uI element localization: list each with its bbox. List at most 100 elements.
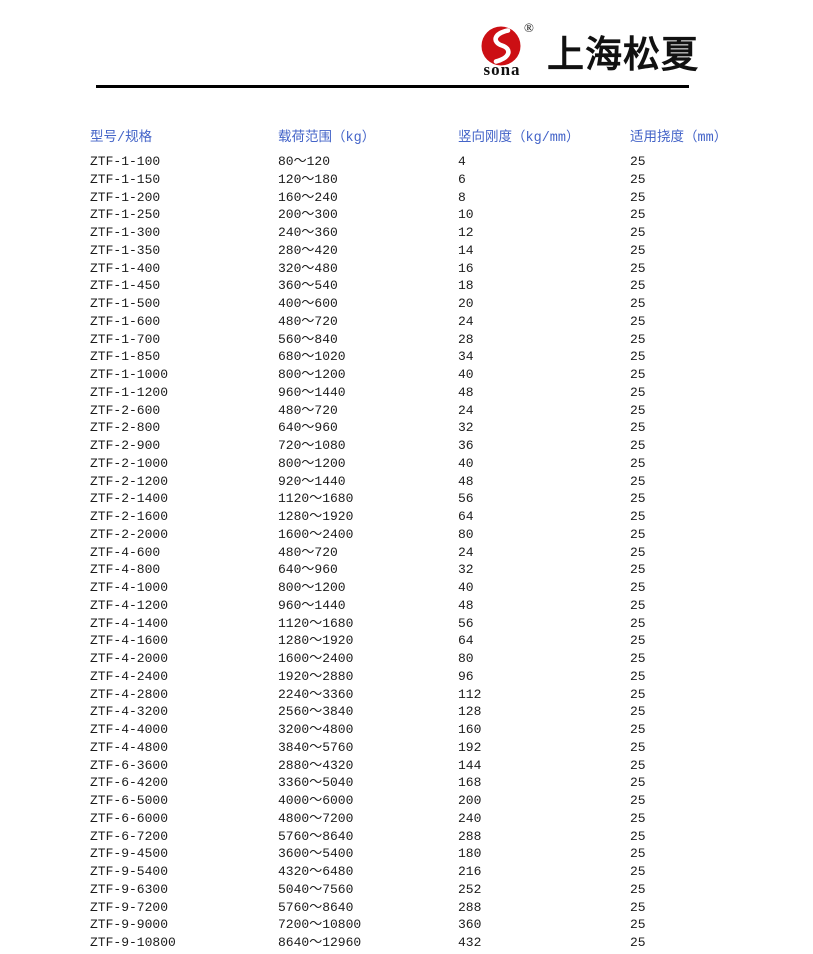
table-row: ZTF-6-7200 5760～8640 288 25 <box>90 828 745 846</box>
cell-stiffness: 288 <box>458 828 482 844</box>
table-row: ZTF-4-800 640～960 32 25 <box>90 561 745 579</box>
cell-load-range: 3360～5040 <box>278 775 354 791</box>
table-row: ZTF-2-1600 1280～1920 64 25 <box>90 508 745 526</box>
cell-load-range: 1120～1680 <box>278 615 354 631</box>
cell-load-range: 320～480 <box>278 260 338 276</box>
table-row: ZTF-4-1200 960～1440 48 25 <box>90 597 745 615</box>
cell-load-range: 480～720 <box>278 544 338 560</box>
cell-deflection: 25 <box>630 491 646 507</box>
table-row: ZTF-2-900 720～1080 36 25 <box>90 437 745 455</box>
table-row: ZTF-2-800 640～960 32 25 <box>90 419 745 437</box>
table-row: ZTF-1-400 320～480 16 25 <box>90 260 745 278</box>
table-row: ZTF-4-600 480～720 24 25 <box>90 544 745 562</box>
cell-deflection: 25 <box>630 651 646 666</box>
cell-stiffness: 14 <box>458 242 474 258</box>
cell-deflection: 25 <box>630 668 646 684</box>
table-row: ZTF-4-1000 800～1200 40 25 <box>90 579 745 597</box>
cell-deflection: 25 <box>630 242 646 258</box>
table-row: ZTF-1-200 160～240 8 25 <box>90 189 745 207</box>
cell-stiffness: 32 <box>458 562 474 578</box>
cell-model: ZTF-4-800 <box>90 562 161 578</box>
cell-stiffness: 48 <box>458 473 474 489</box>
cell-load-range: 960～1440 <box>278 384 346 400</box>
cell-load-range: 5040～7560 <box>278 881 354 897</box>
cell-deflection: 25 <box>630 828 646 844</box>
cell-deflection: 25 <box>630 154 646 169</box>
cell-model: ZTF-9-10800 <box>90 935 176 950</box>
cell-load-range: 2560～3840 <box>278 704 354 720</box>
table-row: ZTF-4-1400 1120～1680 56 25 <box>90 615 745 633</box>
cell-model: ZTF-1-300 <box>90 225 161 240</box>
table-row: ZTF-9-9000 7200～10800 360 25 <box>90 916 745 934</box>
cell-deflection: 25 <box>630 810 646 826</box>
cell-stiffness: 128 <box>458 704 482 720</box>
table-row: ZTF-1-100 80～120 4 25 <box>90 153 745 171</box>
cell-model: ZTF-4-2000 <box>90 651 169 666</box>
cell-load-range: 800～1200 <box>278 367 346 382</box>
cell-stiffness: 80 <box>458 651 474 666</box>
table-row: ZTF-2-600 480～720 24 25 <box>90 402 745 420</box>
cell-deflection: 25 <box>630 704 646 720</box>
cell-deflection: 25 <box>630 207 646 223</box>
cell-model: ZTF-1-150 <box>90 171 161 187</box>
cell-model: ZTF-1-450 <box>90 278 161 294</box>
cell-load-range: 3600～5400 <box>278 846 354 862</box>
cell-load-range: 720～1080 <box>278 438 346 453</box>
cell-load-range: 360～540 <box>278 278 338 294</box>
cell-load-range: 5760～8640 <box>278 828 354 844</box>
table-row: ZTF-1-250 200～300 10 25 <box>90 206 745 224</box>
table-row: ZTF-4-3200 2560～3840 128 25 <box>90 703 745 721</box>
table-row: ZTF-4-2400 1920～2880 96 25 <box>90 668 745 686</box>
cell-deflection: 25 <box>630 367 646 382</box>
cell-load-range: 120～180 <box>278 171 338 187</box>
table-row: ZTF-9-4500 3600～5400 180 25 <box>90 845 745 863</box>
cell-deflection: 25 <box>630 349 646 365</box>
header-divider <box>96 85 689 88</box>
cell-stiffness: 36 <box>458 438 474 453</box>
cell-stiffness: 24 <box>458 402 474 418</box>
cell-stiffness: 24 <box>458 544 474 560</box>
table-row: ZTF-4-4000 3200～4800 160 25 <box>90 721 745 739</box>
cell-load-range: 480～720 <box>278 313 338 329</box>
table-row: ZTF-1-500 400～600 20 25 <box>90 295 745 313</box>
cell-load-range: 160～240 <box>278 189 338 205</box>
cell-model: ZTF-4-4000 <box>90 722 169 737</box>
cell-deflection: 25 <box>630 438 646 453</box>
registered-trademark-icon: ® <box>524 20 534 35</box>
table-row: ZTF-1-850 680～1020 34 25 <box>90 348 745 366</box>
cell-stiffness: 432 <box>458 935 482 950</box>
cell-deflection: 25 <box>630 402 646 418</box>
cell-stiffness: 360 <box>458 917 482 933</box>
cell-deflection: 25 <box>630 189 646 205</box>
cell-model: ZTF-9-7200 <box>90 899 169 915</box>
cell-stiffness: 180 <box>458 846 482 862</box>
cell-load-range: 640～960 <box>278 420 338 436</box>
cell-deflection: 25 <box>630 384 646 400</box>
cell-model: ZTF-2-600 <box>90 402 161 418</box>
cell-load-range: 1600～2400 <box>278 651 354 666</box>
cell-load-range: 1280～1920 <box>278 509 354 524</box>
cell-load-range: 800～1200 <box>278 580 346 595</box>
cell-stiffness: 80 <box>458 526 474 542</box>
table-row: ZTF-1-300 240～360 12 25 <box>90 224 745 242</box>
cell-stiffness: 56 <box>458 615 474 631</box>
cell-stiffness: 40 <box>458 455 474 471</box>
cell-deflection: 25 <box>630 615 646 631</box>
cell-deflection: 25 <box>630 757 646 773</box>
cell-model: ZTF-4-2800 <box>90 686 169 702</box>
cell-load-range: 640～960 <box>278 562 338 578</box>
cell-deflection: 25 <box>630 455 646 471</box>
cell-deflection: 25 <box>630 562 646 578</box>
cell-deflection: 25 <box>630 509 646 524</box>
cell-stiffness: 34 <box>458 349 474 365</box>
cell-stiffness: 12 <box>458 225 474 240</box>
table-row: ZTF-4-2000 1600～2400 80 25 <box>90 650 745 668</box>
table-row: ZTF-1-600 480～720 24 25 <box>90 313 745 331</box>
cell-model: ZTF-4-1400 <box>90 615 169 631</box>
cell-model: ZTF-1-1200 <box>90 384 169 400</box>
cell-deflection: 25 <box>630 739 646 755</box>
cell-model: ZTF-1-600 <box>90 313 161 329</box>
cell-stiffness: 16 <box>458 260 474 276</box>
cell-stiffness: 144 <box>458 757 482 773</box>
cell-model: ZTF-9-5400 <box>90 864 169 879</box>
